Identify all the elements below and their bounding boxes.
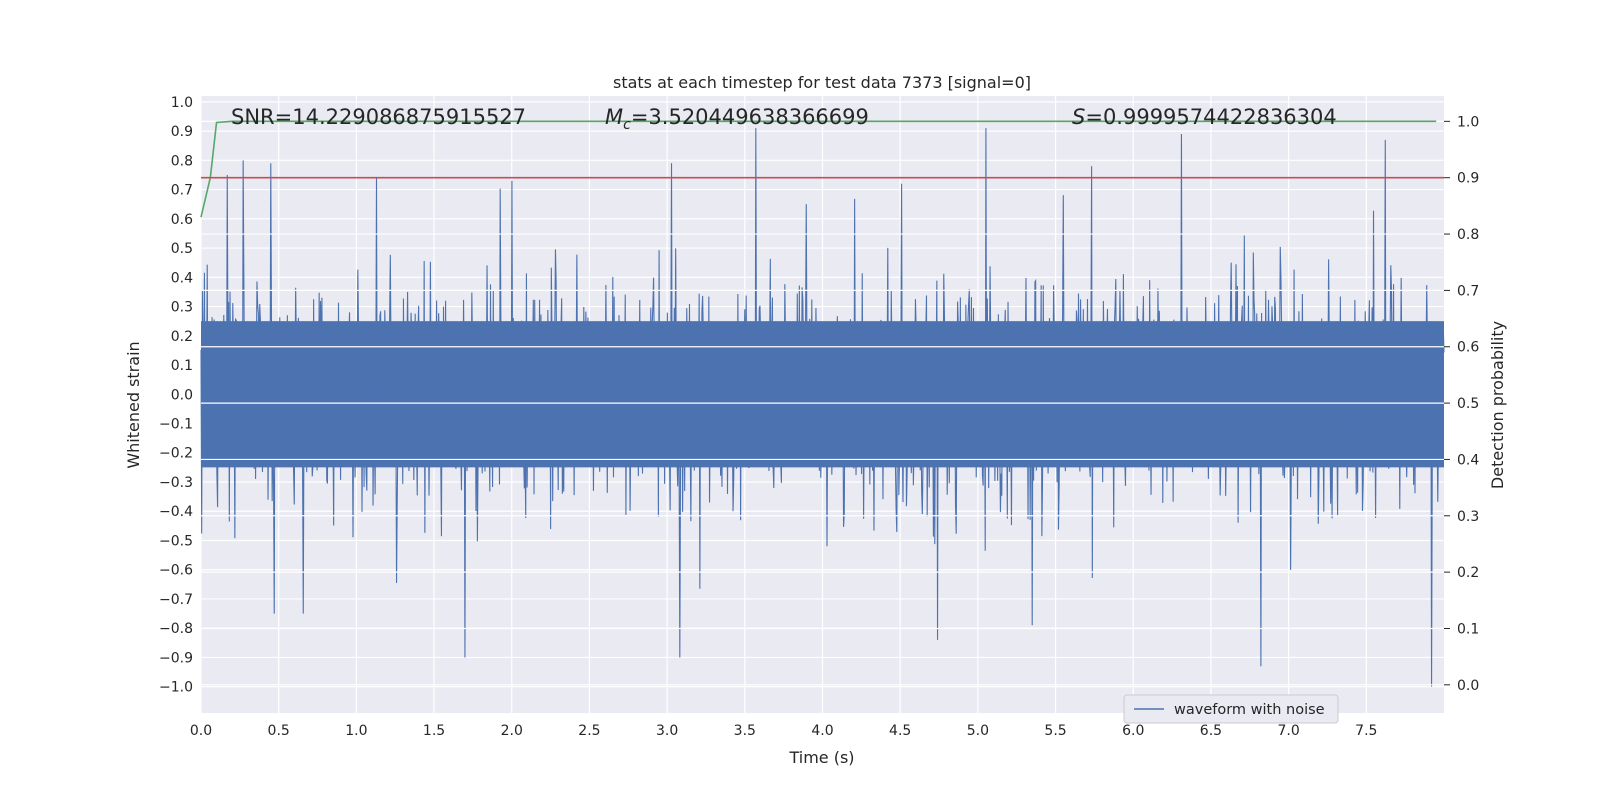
x-tick-label: 7.0 bbox=[1277, 723, 1299, 739]
x-tick-label: 1.5 bbox=[423, 723, 445, 739]
x-tick-label: 3.5 bbox=[734, 723, 756, 739]
legend: waveform with noise bbox=[1123, 694, 1339, 724]
x-tick-label: 4.5 bbox=[889, 723, 911, 739]
left-tick-label: −0.1 bbox=[159, 417, 193, 433]
x-tick-label: 7.5 bbox=[1355, 723, 1377, 739]
x-tick-label: 4.0 bbox=[811, 723, 833, 739]
right-tick-label: 0.4 bbox=[1457, 452, 1479, 468]
left-tick-label: −0.5 bbox=[159, 533, 193, 549]
chart-title: stats at each timestep for test data 737… bbox=[613, 73, 1031, 92]
waveform-line bbox=[200, 128, 1445, 687]
x-tick-label: 0.5 bbox=[268, 723, 290, 739]
x-axis-label: Time (s) bbox=[788, 748, 854, 767]
right-tick-label: 0.8 bbox=[1457, 227, 1479, 243]
snr-annotation: SNR=14.229086875915527 bbox=[231, 105, 526, 129]
right-axis-ticks: 1.0 0.9 0.8 0.7 0.6 0.5 0.4 0.3 0.2 0.1 0.0 bbox=[1444, 114, 1479, 694]
left-tick-label: 0.7 bbox=[171, 183, 193, 199]
left-tick-label: −0.2 bbox=[159, 446, 193, 462]
x-tick-label: 2.5 bbox=[578, 723, 600, 739]
right-axis-label: Detection probability bbox=[1488, 321, 1507, 489]
x-tick-label: 5.0 bbox=[967, 723, 989, 739]
x-tick-label: 3.0 bbox=[656, 723, 678, 739]
right-tick-label: 0.0 bbox=[1457, 678, 1479, 694]
x-tick-label: 6.5 bbox=[1200, 723, 1222, 739]
left-tick-label: 1.0 bbox=[171, 95, 193, 111]
left-tick-label: −0.7 bbox=[159, 592, 193, 608]
left-tick-label: −1.0 bbox=[159, 680, 193, 696]
right-tick-label: 0.3 bbox=[1457, 509, 1479, 525]
legend-entry-waveform: waveform with noise bbox=[1174, 702, 1325, 718]
left-tick-label: 0.0 bbox=[171, 387, 193, 403]
left-tick-label: 0.6 bbox=[171, 212, 193, 228]
left-tick-label: 0.8 bbox=[171, 153, 193, 169]
left-tick-label: −0.9 bbox=[159, 650, 193, 666]
left-tick-label: 0.9 bbox=[171, 124, 193, 140]
right-tick-label: 0.5 bbox=[1457, 396, 1479, 412]
x-tick-label: 1.0 bbox=[345, 723, 367, 739]
legend-box bbox=[1123, 694, 1339, 724]
left-tick-label: 0.3 bbox=[171, 300, 193, 316]
x-tick-label: 5.5 bbox=[1044, 723, 1066, 739]
left-tick-label: 0.4 bbox=[171, 270, 193, 286]
right-tick-label: 0.2 bbox=[1457, 565, 1479, 581]
left-axis-label: Whitened strain bbox=[124, 341, 143, 468]
right-tick-label: 1.0 bbox=[1457, 114, 1479, 130]
left-tick-label: 0.2 bbox=[171, 329, 193, 345]
x-tick-label: 0.0 bbox=[190, 723, 212, 739]
left-tick-label: −0.6 bbox=[159, 563, 193, 579]
right-tick-label: 0.7 bbox=[1457, 283, 1479, 299]
x-axis-ticks: 0.0 0.5 1.0 1.5 2.0 2.5 3.0 3.5 4.0 4.5 5.0 5.5 6.0 6… bbox=[190, 723, 1378, 739]
x-tick-label: 2.0 bbox=[501, 723, 523, 739]
right-tick-label: 0.1 bbox=[1457, 621, 1479, 637]
left-axis-ticks: 1.0 0.9 0.8 0.7 0.6 0.5 0.4 0.3 0.2 0.1 0.0 −0.1 −0.… bbox=[159, 95, 193, 696]
waveform-series bbox=[200, 128, 1445, 687]
left-tick-label: 0.5 bbox=[171, 241, 193, 257]
left-tick-label: −0.4 bbox=[159, 504, 193, 520]
left-tick-label: −0.8 bbox=[159, 621, 193, 637]
x-tick-label: 6.0 bbox=[1122, 723, 1144, 739]
chirp-mass-annotation: Mc=3.520449638366699 bbox=[605, 105, 869, 133]
score-annotation: S=0.9999574422836304 bbox=[1072, 105, 1337, 129]
left-tick-label: −0.3 bbox=[159, 475, 193, 491]
right-tick-label: 0.9 bbox=[1457, 171, 1479, 187]
right-tick-label: 0.6 bbox=[1457, 340, 1479, 356]
left-tick-label: 0.1 bbox=[171, 358, 193, 374]
detection-probability-line bbox=[200, 120, 1437, 218]
